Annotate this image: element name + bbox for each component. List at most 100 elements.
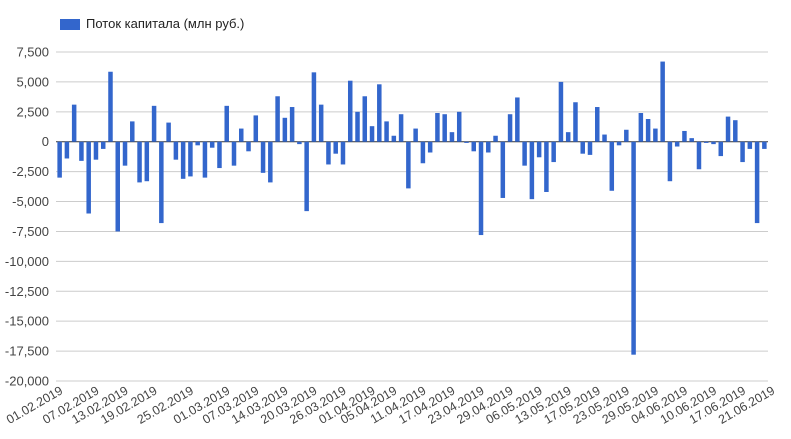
bar [558,81,564,142]
bar [79,141,84,161]
bar [115,141,120,232]
bar [71,104,77,142]
bar [420,141,426,164]
bar [130,121,135,142]
legend-label: Поток капитала (млн руб.) [86,16,245,31]
bar [398,114,404,142]
bar [239,128,244,142]
bar [616,141,622,146]
bar [515,97,520,142]
bar [173,141,179,160]
bar [551,141,556,163]
bar [108,71,113,142]
bar [180,141,186,179]
bar [464,141,469,143]
bar [246,141,251,152]
bar [536,141,542,158]
bar [217,141,222,169]
bar [195,141,200,146]
bar [711,141,716,145]
bar [595,107,600,142]
grid [56,51,768,382]
bar [580,141,585,154]
bar [631,141,636,355]
bar [733,120,738,142]
bar [762,141,767,149]
bar [609,141,615,191]
bar [122,141,128,166]
bar [86,141,91,214]
bar [660,61,665,142]
bar [478,141,484,236]
bar [333,141,338,154]
bar [260,141,266,173]
bar [449,132,455,142]
y-tick-label: -17,500 [5,344,49,359]
y-tick-label: 5,000 [16,74,49,89]
y-tick-label: -20,000 [5,374,49,389]
bar [57,141,62,178]
bar [151,105,157,142]
bar [435,113,440,142]
bar [326,141,331,165]
bar [268,141,273,183]
x-axis: 01.02.201907.02.201913.02.201919.02.2019… [4,383,777,426]
bar [638,113,644,142]
bar [747,141,753,149]
bar [486,141,491,153]
bar [653,128,658,142]
legend-swatch [60,19,80,30]
bar [725,116,731,142]
bars [57,61,767,355]
bar [166,122,171,142]
bar [696,141,702,170]
bar [384,121,389,142]
y-tick-label: -2,500 [12,164,49,179]
bar [100,141,106,149]
bar [391,135,397,142]
bar [318,104,324,142]
bar [493,135,498,142]
bar [500,141,506,198]
y-tick-label: 7,500 [16,45,49,60]
bar [224,105,229,142]
bar [144,141,150,182]
bar [645,119,651,142]
y-tick-label: -12,500 [5,284,49,299]
y-tick-label: -10,000 [5,254,49,269]
bar [624,129,629,142]
bar [159,141,164,224]
bar [544,141,549,192]
bar [311,72,317,142]
bar [427,141,433,153]
bar [64,141,70,159]
bar [253,115,259,142]
bar [471,141,476,152]
bar [718,141,724,157]
bar [282,117,288,142]
bar [740,141,745,163]
bar [565,132,571,142]
bar [573,102,578,142]
bar [362,96,368,142]
bar [304,141,309,212]
bar [529,141,535,200]
bar [667,141,673,182]
y-tick-label: -5,000 [12,194,49,209]
bar [406,141,411,189]
bar [442,114,447,142]
bar [289,107,295,142]
bar [275,96,280,142]
bar [369,126,375,142]
bar [297,141,302,145]
bar [93,141,99,160]
bar [377,84,382,142]
bar [231,141,237,166]
bar [456,111,462,142]
bar [522,141,527,166]
y-axis: 7,500 5,000 2,500 0 -2,500 -5,000 -7,500 -10,00… [5,45,49,389]
bar [587,141,593,155]
bar [507,114,513,142]
bar [188,141,193,177]
